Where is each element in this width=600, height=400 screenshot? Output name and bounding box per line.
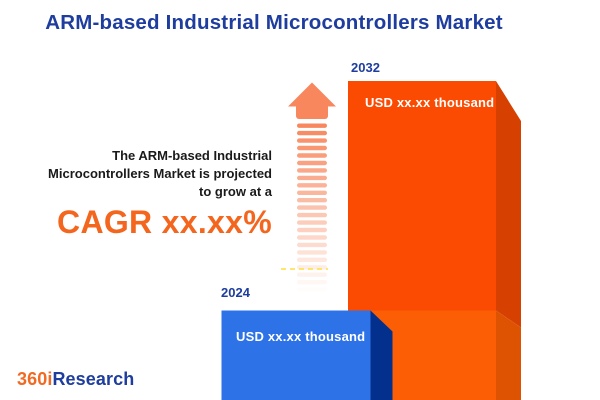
- arrow-trail-dash: [297, 145, 327, 151]
- page-title: ARM-based Industrial Microcontrollers Ma…: [45, 11, 503, 34]
- projection-line-2: Microcontrollers Market is projected: [48, 166, 272, 181]
- arrow-trail-dash: [297, 227, 327, 233]
- arrow-trail-dash: [297, 257, 327, 262]
- logo-360i: 360i: [17, 369, 53, 389]
- bar-2024: [221, 310, 393, 400]
- brand-logo: 360iResearch: [17, 369, 134, 390]
- arrow-trail-dash: [297, 190, 327, 195]
- arrow-trail-dash: [297, 287, 327, 291]
- cagr-value: CAGR xx.xx%: [57, 204, 272, 240]
- projection-line-3: to grow at a: [199, 184, 272, 199]
- arrow-trail-dash: [297, 220, 327, 225]
- arrow-trail-dash: [297, 198, 327, 203]
- bar-2032-year-label: 2032: [351, 60, 380, 75]
- arrow-trail-dash: [297, 130, 327, 136]
- logo-research: Research: [52, 369, 135, 389]
- bar-2032-side-upper: [496, 81, 521, 328]
- bar-2024-year-label: 2024: [221, 285, 250, 300]
- projection-line-1: The ARM-based Industrial: [112, 148, 272, 163]
- arrow-trail-dash: [297, 242, 327, 248]
- arrow-trail-dash: [297, 235, 327, 240]
- bar-2032-side-lower: [496, 310, 521, 400]
- bar-2024-front: [221, 310, 371, 400]
- bar-2024-value-label: USD xx.xx thousand: [236, 329, 366, 344]
- arrow-trail-dash: [297, 168, 327, 173]
- arrow-trail-dash: [297, 175, 327, 181]
- growth-arrow: [281, 82, 336, 291]
- arrow-trail-dash: [297, 205, 327, 210]
- arrow-up-icon: [288, 82, 336, 107]
- arrow-trail-dash: [297, 250, 327, 255]
- arrow-trail-dash: [297, 212, 327, 218]
- arrow-trail-dash: [297, 123, 327, 128]
- arrow-trail-dash: [297, 153, 327, 158]
- projection-text: The ARM-based Industrial Microcontroller…: [0, 147, 272, 239]
- arrow-trail-dash: [297, 160, 327, 166]
- arrow-trail-dash: [297, 138, 327, 143]
- arrow-trail-dash: [297, 280, 327, 285]
- arrow-dash-trail: [297, 123, 327, 291]
- bar-2032-front-upper: [348, 81, 496, 311]
- arrow-trail-dash: [297, 272, 327, 277]
- arrow-trail-dash: [297, 183, 327, 188]
- bar-2024-side: [370, 310, 393, 400]
- bar-2032-value-label: USD xx.xx thousand: [365, 95, 495, 110]
- arrow-head-base: [296, 104, 328, 119]
